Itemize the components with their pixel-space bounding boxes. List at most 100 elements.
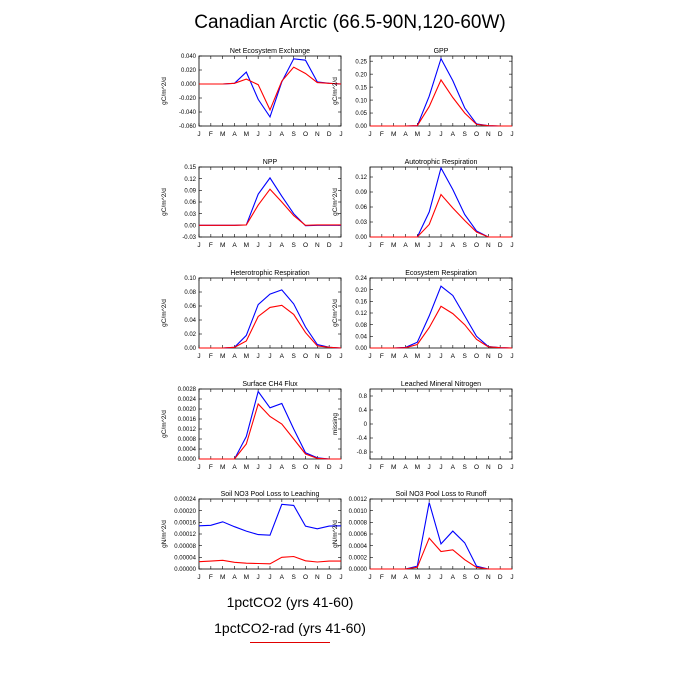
series-line-1pctco2 bbox=[199, 390, 341, 460]
x-tick-label: F bbox=[380, 131, 384, 138]
x-tick-label: M bbox=[415, 131, 420, 138]
x-tick-label: J bbox=[197, 353, 200, 360]
x-tick-label: J bbox=[268, 131, 271, 138]
y-tick-label: 0.12 bbox=[355, 175, 367, 181]
panel-title: Surface CH4 Flux bbox=[242, 381, 298, 388]
y-tick-label: 0.09 bbox=[355, 190, 367, 196]
x-tick-label: J bbox=[339, 353, 342, 360]
x-tick-label: N bbox=[315, 131, 320, 138]
x-tick-label: J bbox=[268, 464, 271, 471]
x-tick-label: D bbox=[327, 353, 332, 360]
x-tick-label: M bbox=[244, 353, 249, 360]
y-axis-label: gC/m^2/d bbox=[161, 410, 168, 438]
x-tick-label: A bbox=[232, 353, 237, 360]
series-line-1pctco2 bbox=[199, 176, 341, 227]
y-tick-label: 0.10 bbox=[355, 98, 367, 104]
y-tick-label: 0.08 bbox=[184, 290, 196, 296]
x-tick-label: A bbox=[451, 131, 456, 138]
x-tick-label: F bbox=[380, 353, 384, 360]
panel-7: Leached Mineral Nitrogen missing -0.8 -0.4 0… bbox=[332, 381, 514, 471]
y-tick-label: 0.15 bbox=[355, 85, 367, 91]
plot-frame bbox=[369, 166, 513, 238]
x-tick-label: N bbox=[486, 464, 491, 471]
y-tick-label: 0.06 bbox=[184, 304, 196, 310]
x-tick-label: J bbox=[510, 574, 513, 581]
x-tick-label: S bbox=[291, 131, 296, 138]
x-tick-label: A bbox=[451, 574, 456, 581]
series-line-1pctco2 bbox=[370, 502, 512, 570]
x-tick-label: O bbox=[474, 464, 479, 471]
y-tick-label: 0.20 bbox=[355, 72, 367, 78]
plot-frame bbox=[369, 388, 513, 460]
x-tick-label: J bbox=[510, 242, 513, 249]
panel-4: Heterotrophic Respiration gC/m^2/d 0.00 0.0… bbox=[161, 270, 343, 360]
y-tick-label: 0.00024 bbox=[174, 497, 196, 503]
y-tick-label: 0.06 bbox=[355, 205, 367, 211]
y-tick-label: 0.0020 bbox=[178, 407, 197, 413]
y-tick-label: -0.040 bbox=[179, 110, 197, 116]
x-tick-label: M bbox=[415, 242, 420, 249]
series-line-1pctco2 bbox=[370, 57, 512, 127]
series-line-1pctco2-rad bbox=[370, 193, 512, 238]
y-tick-label: 0.00020 bbox=[174, 509, 196, 515]
x-tick-label: M bbox=[391, 464, 396, 471]
x-tick-label: M bbox=[244, 242, 249, 249]
x-tick-label: M bbox=[391, 131, 396, 138]
x-tick-label: J bbox=[439, 464, 442, 471]
x-tick-label: M bbox=[244, 464, 249, 471]
x-tick-label: J bbox=[339, 574, 342, 581]
y-tick-label: 0.00012 bbox=[174, 532, 196, 538]
y-tick-label: 0.12 bbox=[355, 311, 367, 317]
figure-title: Canadian Arctic (66.5-90N,120-60W) bbox=[194, 12, 506, 33]
x-tick-label: S bbox=[291, 353, 296, 360]
x-tick-label: J bbox=[257, 131, 260, 138]
y-tick-label: 0.24 bbox=[355, 276, 367, 282]
x-tick-label: A bbox=[451, 353, 456, 360]
x-tick-label: J bbox=[368, 242, 371, 249]
y-tick-label: -0.060 bbox=[179, 124, 197, 130]
y-tick-label: 0.00004 bbox=[174, 556, 196, 562]
x-tick-label: J bbox=[428, 574, 431, 581]
x-tick-label: N bbox=[315, 464, 320, 471]
x-tick-label: J bbox=[510, 464, 513, 471]
y-tick-label: 0.04 bbox=[184, 318, 196, 324]
y-tick-label: 0.25 bbox=[355, 59, 367, 65]
x-tick-label: O bbox=[474, 131, 479, 138]
y-tick-label: 0.0002 bbox=[349, 556, 368, 562]
x-tick-label: M bbox=[415, 464, 420, 471]
x-tick-label: N bbox=[315, 574, 320, 581]
x-tick-label: J bbox=[339, 464, 342, 471]
x-tick-label: N bbox=[486, 242, 491, 249]
x-tick-label: D bbox=[327, 574, 332, 581]
y-tick-label: 0.00000 bbox=[174, 567, 196, 573]
x-tick-label: S bbox=[462, 353, 467, 360]
x-tick-label: D bbox=[498, 131, 503, 138]
x-tick-label: J bbox=[439, 242, 442, 249]
y-tick-label: 0.020 bbox=[181, 68, 197, 74]
panel-title: Leached Mineral Nitrogen bbox=[401, 381, 481, 388]
y-tick-label: -0.020 bbox=[179, 96, 197, 102]
y-tick-label: 0.03 bbox=[355, 220, 367, 226]
y-tick-label: 0.00 bbox=[355, 346, 367, 352]
x-tick-label: J bbox=[339, 131, 342, 138]
panel-title: NPP bbox=[263, 159, 278, 166]
panel-title: Ecosystem Respiration bbox=[405, 270, 477, 277]
y-tick-label: 0.04 bbox=[355, 335, 367, 341]
x-tick-label: A bbox=[280, 464, 285, 471]
y-tick-label: 0.16 bbox=[355, 300, 367, 306]
y-tick-label: 0.0000 bbox=[178, 457, 197, 463]
y-tick-label: 0.00 bbox=[184, 346, 196, 352]
panel-2: NPP gC/m^2/d -0.03 0.00 0.03 0.06 0.09 0.12 0.15… bbox=[161, 159, 343, 249]
x-tick-label: F bbox=[209, 131, 213, 138]
series-line-1pctco2-rad bbox=[370, 537, 512, 570]
y-tick-label: 0.040 bbox=[181, 54, 197, 60]
x-tick-label: N bbox=[315, 242, 320, 249]
x-tick-label: A bbox=[232, 242, 237, 249]
x-tick-label: J bbox=[197, 574, 200, 581]
x-tick-label: M bbox=[244, 131, 249, 138]
y-axis-label: gC/m^2/d bbox=[161, 77, 168, 105]
y-axis-label: gC/m^2/d bbox=[332, 77, 339, 105]
x-tick-label: J bbox=[257, 242, 260, 249]
x-tick-label: S bbox=[462, 574, 467, 581]
panel-title: GPP bbox=[434, 48, 449, 55]
